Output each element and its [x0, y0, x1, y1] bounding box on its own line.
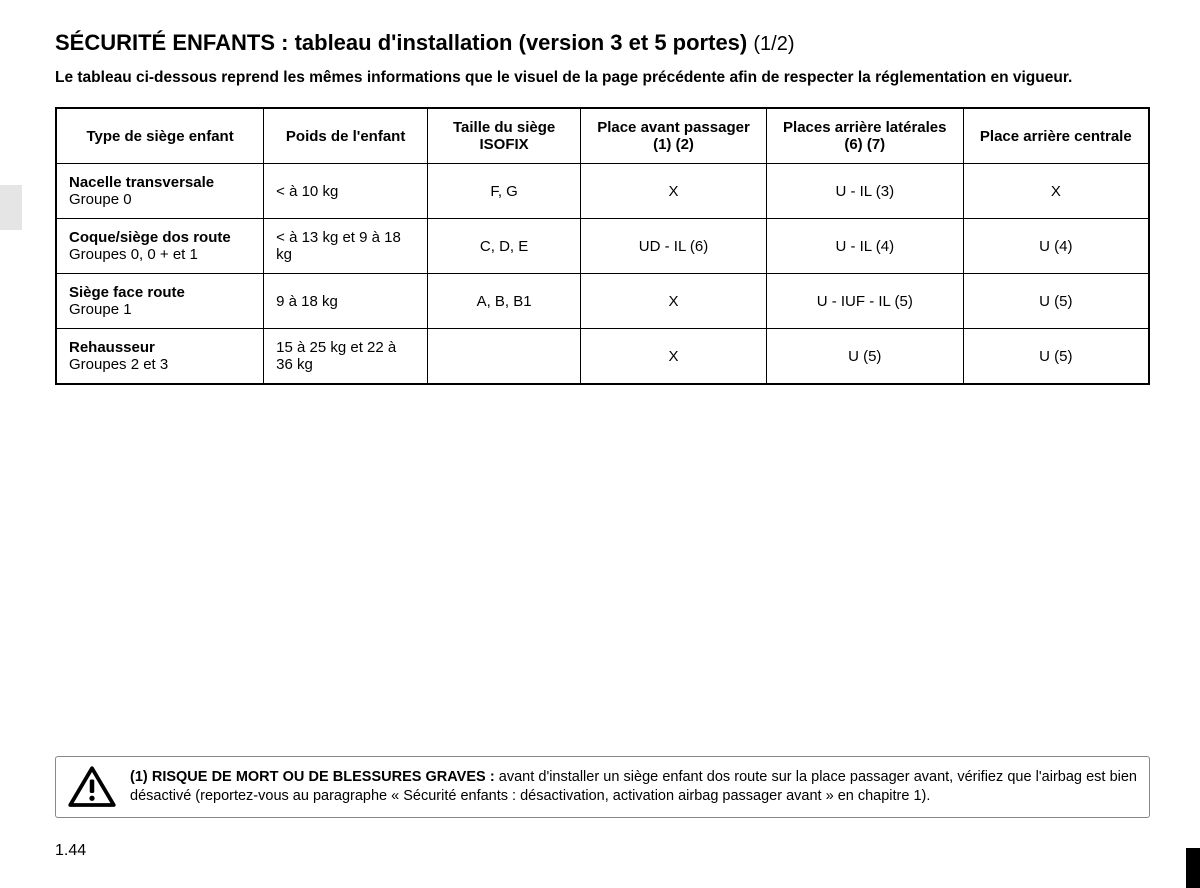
intro-text: Le tableau ci-dessous reprend les mêmes …: [55, 68, 1150, 87]
warning-icon: [68, 765, 116, 809]
table-header-cell: Place avant passager (1) (2): [581, 108, 767, 164]
table-header-cell: Type de siège enfant: [56, 108, 264, 164]
page-number: 1.44: [55, 842, 86, 860]
table-header-cell: Poids de l'enfant: [264, 108, 428, 164]
table-header-row: Type de siège enfantPoids de l'enfantTai…: [56, 108, 1149, 164]
title-main: SÉCURITÉ ENFANTS : tableau d'installatio…: [55, 30, 747, 55]
table-row: Siège face routeGroupe 19 à 18 kgA, B, B…: [56, 274, 1149, 329]
data-cell: A, B, B1: [428, 274, 581, 329]
data-cell: U - IUF - IL (5): [766, 274, 963, 329]
data-cell: X: [581, 164, 767, 219]
data-cell: [428, 329, 581, 385]
table-header-cell: Places arrière latérales (6) (7): [766, 108, 963, 164]
data-cell: C, D, E: [428, 219, 581, 274]
data-cell: X: [963, 164, 1149, 219]
warning-text: (1) RISQUE DE MORT OU DE BLESSURES GRAVE…: [130, 768, 1137, 806]
row-label-cell: Coque/siège dos routeGroupes 0, 0 + et 1: [56, 219, 264, 274]
data-cell: F, G: [428, 164, 581, 219]
data-cell: U (5): [963, 329, 1149, 385]
corner-block: [1186, 848, 1200, 888]
table-header-cell: Taille du siège ISOFIX: [428, 108, 581, 164]
row-label-cell: Nacelle transversaleGroupe 0: [56, 164, 264, 219]
table-row: RehausseurGroupes 2 et 315 à 25 kg et 22…: [56, 329, 1149, 385]
warning-box: (1) RISQUE DE MORT OU DE BLESSURES GRAVE…: [55, 756, 1150, 818]
data-cell: U (5): [766, 329, 963, 385]
installation-table: Type de siège enfantPoids de l'enfantTai…: [55, 107, 1150, 385]
table-header-cell: Place arrière centrale: [963, 108, 1149, 164]
data-cell: U (4): [963, 219, 1149, 274]
table-row: Coque/siège dos routeGroupes 0, 0 + et 1…: [56, 219, 1149, 274]
row-label-cell: Siège face routeGroupe 1: [56, 274, 264, 329]
data-cell: U (5): [963, 274, 1149, 329]
page-title: SÉCURITÉ ENFANTS : tableau d'installatio…: [55, 30, 1150, 56]
table-row: Nacelle transversaleGroupe 0< à 10 kgF, …: [56, 164, 1149, 219]
data-cell: U - IL (4): [766, 219, 963, 274]
weight-cell: 9 à 18 kg: [264, 274, 428, 329]
data-cell: U - IL (3): [766, 164, 963, 219]
weight-cell: 15 à 25 kg et 22 à 36 kg: [264, 329, 428, 385]
data-cell: X: [581, 274, 767, 329]
title-suffix: (1/2): [753, 33, 794, 55]
side-tab: [0, 185, 22, 230]
row-label-cell: RehausseurGroupes 2 et 3: [56, 329, 264, 385]
weight-cell: < à 10 kg: [264, 164, 428, 219]
data-cell: X: [581, 329, 767, 385]
weight-cell: < à 13 kg et 9 à 18 kg: [264, 219, 428, 274]
data-cell: UD - IL (6): [581, 219, 767, 274]
warning-bold: (1) RISQUE DE MORT OU DE BLESSURES GRAVE…: [130, 769, 495, 785]
